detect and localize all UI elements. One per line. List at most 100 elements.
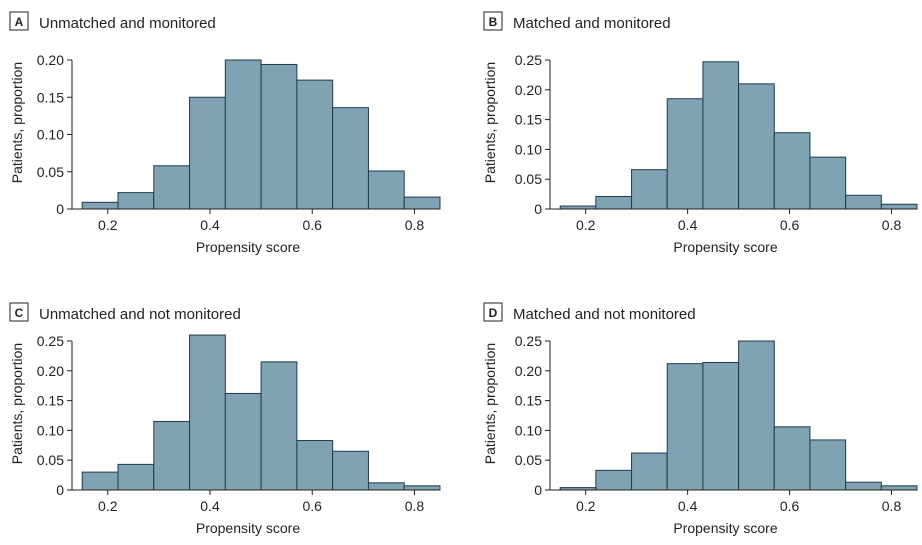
x-tick-label: 0.4 bbox=[200, 217, 220, 233]
histogram-bar bbox=[845, 194, 882, 210]
y-axis-label: Patients, proportion bbox=[482, 62, 498, 183]
histogram-bar bbox=[403, 196, 441, 210]
panel-c: C Unmatched and not monitored 0 0.05 0.10 0.1… bbox=[9, 302, 441, 536]
panel-letter-box bbox=[9, 11, 29, 31]
y-axis-label: Patients, proportion bbox=[482, 343, 498, 464]
y-tick-label: 0.20 bbox=[515, 363, 542, 379]
panel-title: Unmatched and not monitored bbox=[39, 306, 241, 323]
y-axis-label: Patients, proportion bbox=[9, 62, 25, 183]
y-tick-label: 0.25 bbox=[37, 333, 64, 349]
x-tick-label: 0.2 bbox=[576, 217, 596, 233]
y-tick-label: 0.20 bbox=[37, 363, 64, 379]
histogram-bar bbox=[880, 485, 918, 491]
histogram-bar bbox=[403, 485, 441, 491]
y-tick-label: 0.15 bbox=[37, 89, 64, 105]
histogram-bar bbox=[117, 192, 155, 210]
panel-letter: C bbox=[15, 306, 24, 320]
panel-letter-box bbox=[483, 302, 503, 322]
bars bbox=[559, 61, 918, 210]
histogram-bar bbox=[367, 482, 405, 491]
x-tick-label: 0.2 bbox=[98, 498, 118, 514]
histogram-bar bbox=[81, 201, 119, 210]
y-tick-label: 0 bbox=[56, 201, 64, 217]
panel-letter: B bbox=[489, 15, 498, 29]
panel-b: B Matched and monitored 0 0.05 0.10 0.15 0.20 0… bbox=[482, 11, 918, 255]
histogram-bar bbox=[260, 63, 298, 210]
x-tick-label: 0.4 bbox=[678, 498, 698, 514]
x-tick-label: 0.6 bbox=[780, 217, 800, 233]
y-tick-label: 0.10 bbox=[515, 422, 542, 438]
panel-letter-box bbox=[483, 11, 503, 31]
histogram-bar bbox=[738, 340, 775, 491]
panel-title: Matched and not monitored bbox=[513, 306, 696, 323]
y-tick-label: 0.25 bbox=[515, 52, 542, 68]
y-tick-label: 0.10 bbox=[37, 127, 64, 143]
histogram-bar bbox=[189, 96, 226, 210]
y-tick-label: 0.20 bbox=[37, 52, 64, 68]
histogram-bar bbox=[880, 203, 918, 210]
panel-letter-box bbox=[9, 302, 29, 322]
histogram-bar bbox=[666, 363, 704, 491]
bars bbox=[81, 334, 441, 491]
y-tick-label: 0.15 bbox=[37, 393, 64, 409]
histogram-bar bbox=[296, 79, 334, 210]
y-tick-label: 0 bbox=[534, 201, 542, 217]
x-tick-label: 0.8 bbox=[405, 498, 425, 514]
histogram-bar bbox=[845, 481, 882, 491]
panel-a: A Unmatched and monitored 0 0.05 0.10 0.15 0.2… bbox=[9, 11, 441, 255]
histogram-bar bbox=[809, 439, 847, 491]
x-axis-label: Propensity score bbox=[196, 239, 300, 255]
histogram-bar bbox=[153, 420, 191, 491]
histogram-bar bbox=[595, 469, 633, 491]
panel-letter: D bbox=[489, 306, 498, 320]
bars bbox=[81, 59, 441, 210]
y-tick-label: 0.05 bbox=[37, 452, 64, 468]
x-axis-label: Propensity score bbox=[196, 520, 300, 536]
histogram-bar bbox=[189, 334, 226, 491]
y-tick-label: 0 bbox=[534, 482, 542, 498]
y-tick-label: 0.05 bbox=[515, 171, 542, 187]
y-tick-label: 0.05 bbox=[515, 452, 542, 468]
histogram-bar bbox=[631, 452, 668, 491]
y-tick-label: 0.15 bbox=[515, 112, 542, 128]
histogram-bar bbox=[367, 170, 405, 210]
histogram-bar bbox=[81, 471, 119, 491]
histogram-bar bbox=[773, 426, 811, 491]
y-tick-label: 0.10 bbox=[515, 141, 542, 157]
x-tick-label: 0.8 bbox=[882, 498, 902, 514]
x-tick-label: 0.8 bbox=[405, 217, 425, 233]
x-tick-label: 0.4 bbox=[200, 498, 220, 514]
x-tick-label: 0.6 bbox=[780, 498, 800, 514]
histogram-bar bbox=[332, 450, 369, 491]
x-axis-label: Propensity score bbox=[673, 239, 777, 255]
x-tick-label: 0.2 bbox=[576, 498, 596, 514]
panel-title: Matched and monitored bbox=[513, 15, 671, 32]
histogram-bar bbox=[738, 83, 775, 210]
histogram-bar bbox=[666, 98, 704, 210]
x-axis-label: Propensity score bbox=[673, 520, 777, 536]
histogram-bar bbox=[153, 165, 191, 210]
y-axis-label: Patients, proportion bbox=[9, 343, 25, 464]
x-tick-label: 0.2 bbox=[98, 217, 118, 233]
panel-d: D Matched and not monitored 0 0.05 0.10 0.15 0… bbox=[482, 302, 918, 536]
histogram-bar bbox=[224, 392, 262, 491]
histogram-bar bbox=[773, 132, 811, 210]
histogram-bar bbox=[260, 361, 298, 491]
histogram-bar bbox=[296, 440, 334, 491]
y-tick-label: 0.20 bbox=[515, 82, 542, 98]
panel-letter: A bbox=[15, 15, 24, 29]
histogram-bar bbox=[702, 61, 740, 210]
y-tick-label: 0.15 bbox=[515, 393, 542, 409]
histogram-bar bbox=[631, 169, 668, 210]
x-tick-label: 0.6 bbox=[302, 498, 322, 514]
bars bbox=[559, 340, 918, 491]
histogram-bar bbox=[117, 463, 155, 491]
histogram-bar bbox=[224, 59, 262, 210]
histogram-bar bbox=[809, 156, 847, 210]
histogram-bar bbox=[595, 195, 633, 210]
y-tick-label: 0.25 bbox=[515, 333, 542, 349]
y-tick-label: 0.10 bbox=[37, 422, 64, 438]
y-tick-label: 0.05 bbox=[37, 164, 64, 180]
